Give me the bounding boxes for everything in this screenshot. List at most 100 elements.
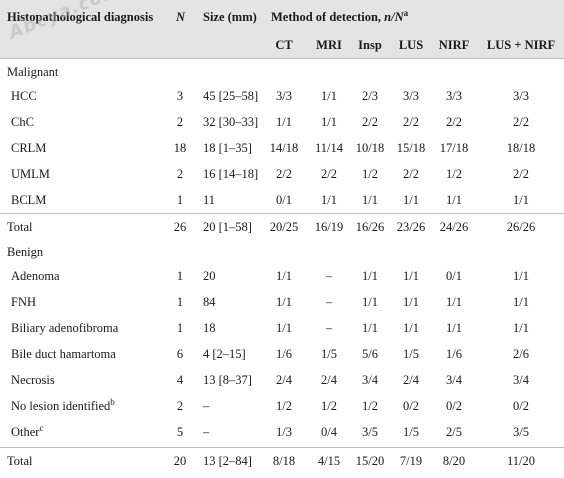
header-method-ratio: n/N <box>384 10 404 24</box>
cell-nirf: 2/5 <box>446 425 462 439</box>
cell-name: Otherc <box>11 419 171 445</box>
cell-nirf: 1/6 <box>446 347 462 361</box>
header-col-mri: MRI <box>316 38 342 52</box>
row-label: Adenoma <box>11 269 60 283</box>
table-row: CRLM 18 18 [1–35] 14/18 11/14 10/18 15/18 17/18… <box>0 135 564 161</box>
cell-n: 6 <box>176 347 184 361</box>
table-row: Otherc 5 – 1/3 0/4 3/5 1/5 2/5 3/5 <box>0 419 564 445</box>
cell-lus: 2/2 <box>403 167 419 181</box>
cell-mri: – <box>325 295 333 309</box>
header-n: N <box>176 10 186 24</box>
cell-name: UMLM <box>11 161 171 187</box>
cell-name: Adenoma <box>11 263 171 289</box>
header-col-lus-nirf: LUS + NIRF <box>486 38 556 52</box>
cell-lusnirf: 0/2 <box>513 399 529 413</box>
cell-size: 13 [8–37] <box>203 373 252 387</box>
cell-ct: 1/3 <box>276 425 292 439</box>
cell-insp: 3/5 <box>362 425 378 439</box>
cell-lus: 1/1 <box>403 269 419 283</box>
cell-lus: 3/3 <box>403 89 419 103</box>
cell-name: Necrosis <box>11 367 171 393</box>
cell-lusnirf: 18/18 <box>506 141 536 155</box>
cell-lus: 2/4 <box>403 373 419 387</box>
cell-insp: 16/26 <box>355 220 385 234</box>
cell-lus: 0/2 <box>403 399 419 413</box>
cell-n: 1 <box>176 295 184 309</box>
cell-insp: 1/1 <box>362 295 378 309</box>
cell-mri: 1/5 <box>321 347 337 361</box>
cell-insp: 10/18 <box>355 141 385 155</box>
header-method: Method of detection, n/Na <box>271 8 408 25</box>
cell-mri: 1/1 <box>321 115 337 129</box>
cell-ct: 2/2 <box>276 167 292 181</box>
cell-nirf: 1/1 <box>446 295 462 309</box>
row-label: Total <box>7 454 33 468</box>
cell-insp: 1/1 <box>362 321 378 335</box>
table-row: UMLM 2 16 [14–18] 2/2 2/2 1/2 2/2 1/2 2/2 <box>0 161 564 187</box>
row-label: Bile duct hamartoma <box>11 347 116 361</box>
cell-lus: 7/19 <box>399 454 423 468</box>
cell-lusnirf: 2/2 <box>513 167 529 181</box>
table-total-row: Total 20 13 [2–84] 8/18 4/15 15/20 7/19 8/20 11/… <box>0 447 564 474</box>
cell-mri: – <box>325 321 333 335</box>
row-label: HCC <box>11 89 37 103</box>
cell-ct: 8/18 <box>272 454 296 468</box>
cell-nirf: 1/1 <box>446 321 462 335</box>
header-col-ct: CT <box>275 38 293 52</box>
section-malignant: Malignant <box>7 65 59 79</box>
cell-lus: 1/5 <box>403 425 419 439</box>
cell-size: 84 <box>203 295 216 309</box>
cell-size: 13 [2–84] <box>203 454 252 468</box>
cell-size: 16 [14–18] <box>203 167 259 181</box>
cell-insp: 15/20 <box>355 454 385 468</box>
cell-insp: 1/1 <box>362 193 378 207</box>
table-row: No lesion identifiedb 2 – 1/2 1/2 1/2 0/2 0/2 0/… <box>0 393 564 419</box>
row-label: Necrosis <box>11 373 55 387</box>
cell-lus: 2/2 <box>403 115 419 129</box>
table-header: Histopathological diagnosis N Size (mm) … <box>0 0 564 59</box>
cell-nirf: 17/18 <box>439 141 469 155</box>
cell-ct: 1/2 <box>276 399 292 413</box>
row-label: Biliary adenofibroma <box>11 321 119 335</box>
row-label: Total <box>7 220 33 234</box>
table-row: Bile duct hamartoma 6 4 [2–15] 1/6 1/5 5/6 1/5… <box>0 341 564 367</box>
cell-lusnirf: 2/2 <box>513 115 529 129</box>
cell-ct: 1/1 <box>276 269 292 283</box>
cell-nirf: 2/2 <box>446 115 462 129</box>
row-footnote: c <box>39 422 44 433</box>
cell-insp: 3/4 <box>362 373 378 387</box>
row-footnote: b <box>110 396 115 407</box>
cell-size: 32 [30–33] <box>203 115 259 129</box>
cell-insp: 1/2 <box>362 167 378 181</box>
cell-ct: 1/1 <box>276 295 292 309</box>
cell-insp: 5/6 <box>362 347 378 361</box>
cell-size: 45 [25–58] <box>203 89 259 103</box>
cell-n: 4 <box>176 373 184 387</box>
row-label: Other <box>11 425 40 439</box>
cell-lusnirf: 26/26 <box>506 220 536 234</box>
cell-name: BCLM <box>11 187 171 213</box>
cell-mri: – <box>325 269 333 283</box>
table-row: BCLM 1 11 0/1 1/1 1/1 1/1 1/1 1/1 <box>0 187 564 213</box>
row-label: CRLM <box>11 141 47 155</box>
cell-lus: 1/5 <box>403 347 419 361</box>
row-label: FNH <box>11 295 37 309</box>
cell-n: 2 <box>176 167 184 181</box>
cell-name: Biliary adenofibroma <box>11 315 171 341</box>
cell-size: – <box>203 425 210 439</box>
table-row: Necrosis 4 13 [8–37] 2/4 2/4 3/4 2/4 3/4 3/4 <box>0 367 564 393</box>
cell-mri: 1/1 <box>321 193 337 207</box>
header-diagnosis: Histopathological diagnosis <box>7 10 154 24</box>
cell-mri: 2/4 <box>321 373 337 387</box>
cell-ct: 1/1 <box>276 321 292 335</box>
cell-size: 18 [1–35] <box>203 141 252 155</box>
cell-mri: 11/14 <box>314 141 343 155</box>
cell-n: 1 <box>176 269 184 283</box>
cell-nirf: 0/1 <box>446 269 462 283</box>
cell-lusnirf: 1/1 <box>513 295 529 309</box>
cell-n: 20 <box>173 454 187 468</box>
cell-n: 1 <box>176 321 184 335</box>
cell-insp: 1/1 <box>362 269 378 283</box>
row-label: BCLM <box>11 193 47 207</box>
